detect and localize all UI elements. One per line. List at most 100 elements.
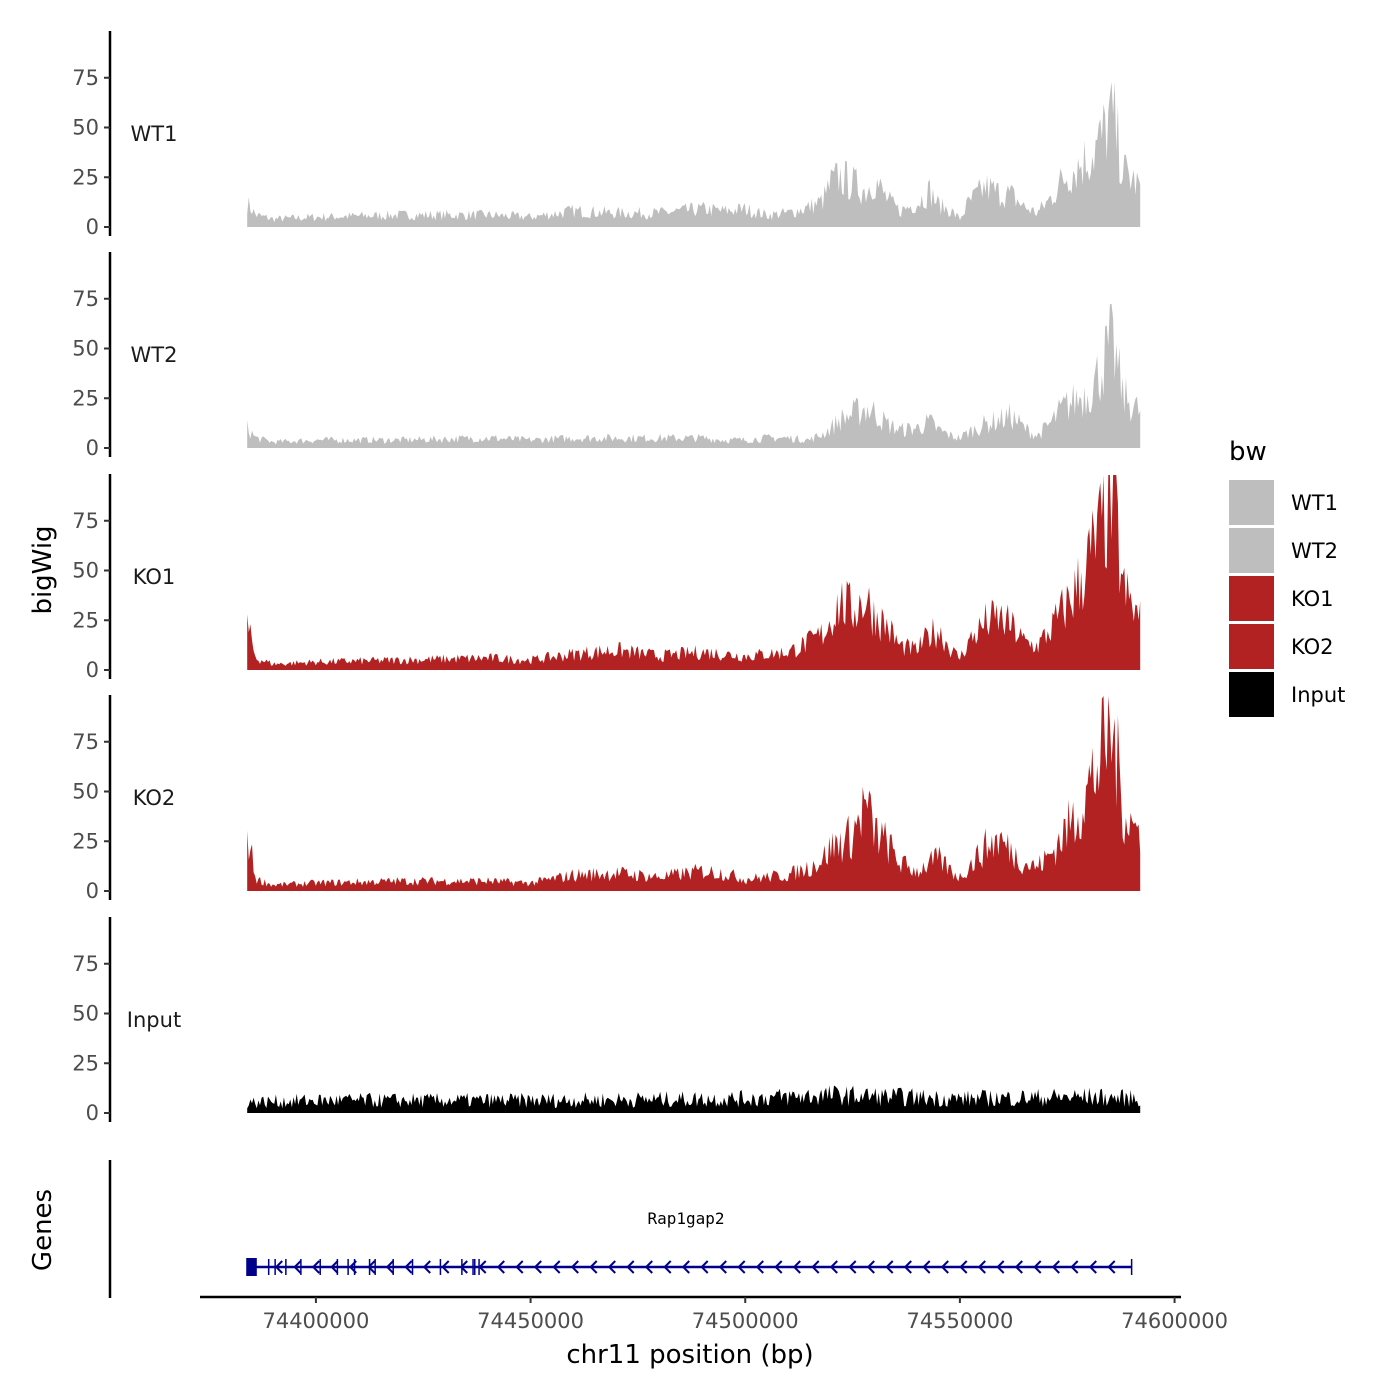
strand-arrow	[996, 1260, 1005, 1274]
gene-name-label: Rap1gap2	[647, 1209, 724, 1228]
strand-arrow	[293, 1260, 302, 1274]
legend-swatch-wt2	[1229, 528, 1274, 573]
panel-ko2: 0 25 50 75 KO2	[72, 695, 1141, 903]
x-tick-label: 74400000	[262, 1309, 369, 1333]
x-tick-label: 74450000	[477, 1309, 584, 1333]
strand-arrow	[903, 1260, 912, 1274]
strand-arrow	[367, 1260, 376, 1274]
y-tick-label: 50	[72, 559, 99, 583]
legend-swatch-ko2	[1229, 624, 1274, 669]
strand-arrow	[737, 1260, 746, 1274]
legend-label-input: Input	[1291, 683, 1345, 707]
y-tick-label: 0	[86, 658, 99, 682]
strand-arrow	[644, 1260, 653, 1274]
y-tick-label: 0	[86, 1101, 99, 1125]
strand-arrow	[496, 1260, 505, 1274]
strand-arrow	[1051, 1260, 1060, 1274]
strand-arrow	[570, 1260, 579, 1274]
area-wt2	[247, 303, 1141, 448]
strand-arrow	[792, 1260, 801, 1274]
track-label-ko2: KO2	[133, 786, 176, 810]
y-tick-label: 50	[72, 1002, 99, 1026]
y-tick-label: 75	[72, 509, 99, 533]
area-wt1	[247, 81, 1141, 227]
y-axis-title: bigWig	[28, 525, 58, 614]
genes-track: Rap1gap2	[108, 1160, 1133, 1298]
strand-arrow	[1033, 1260, 1042, 1274]
y-tick-label: 0	[86, 215, 99, 239]
x-tick-label: 74550000	[906, 1309, 1013, 1333]
legend-label-ko2: KO2	[1291, 635, 1334, 659]
genes-axis-title: Genes	[28, 1189, 58, 1271]
area-ko1	[247, 475, 1141, 670]
strand-arrow	[829, 1260, 838, 1274]
y-tick-label: 75	[72, 287, 99, 311]
x-axis: 74400000 74450000 74500000 74550000 74600000	[200, 1295, 1228, 1333]
strand-arrow	[848, 1260, 857, 1274]
y-tick-label: 75	[72, 952, 99, 976]
strand-arrow	[330, 1260, 339, 1274]
strand-arrow	[1070, 1260, 1079, 1274]
strand-arrow	[274, 1260, 283, 1274]
panel-ko1: 0 25 50 75 KO1	[72, 474, 1141, 682]
strand-arrow	[1107, 1260, 1116, 1274]
strand-arrow	[1014, 1260, 1023, 1274]
strand-arrow	[718, 1260, 727, 1274]
strand-arrow	[385, 1260, 394, 1274]
strand-arrow	[940, 1260, 949, 1274]
strand-arrow	[959, 1260, 968, 1274]
legend-swatch-ko1	[1229, 576, 1274, 621]
strand-arrow	[700, 1260, 709, 1274]
legend: bw WT1 WT2 KO1 KO2 Input	[1229, 437, 1345, 717]
strand-arrow	[626, 1260, 635, 1274]
track-label-wt2: WT2	[131, 343, 178, 367]
strand-arrow	[755, 1260, 764, 1274]
strand-arrow	[885, 1260, 894, 1274]
legend-title: bw	[1229, 437, 1267, 467]
legend-label-wt1: WT1	[1291, 491, 1338, 515]
strand-arrow	[441, 1260, 450, 1274]
y-tick-label: 50	[72, 337, 99, 361]
strand-arrow	[977, 1260, 986, 1274]
y-tick-label: 25	[72, 608, 99, 632]
y-tick-label: 0	[86, 436, 99, 460]
panel-wt2: 0 25 50 75 WT2	[72, 252, 1141, 460]
y-tick-label: 25	[72, 829, 99, 853]
legend-swatch-input	[1229, 672, 1274, 717]
track-label-ko1: KO1	[133, 565, 176, 589]
strand-arrow	[663, 1260, 672, 1274]
legend-swatch-wt1	[1229, 480, 1274, 525]
strand-arrow	[681, 1260, 690, 1274]
legend-label-ko1: KO1	[1291, 587, 1334, 611]
panel-input: 0 25 50 75 Input	[72, 917, 1141, 1125]
area-ko2	[247, 696, 1141, 891]
y-tick-label: 75	[72, 730, 99, 754]
y-tick-label: 50	[72, 116, 99, 140]
y-tick-label: 50	[72, 780, 99, 804]
y-tick-label: 25	[72, 165, 99, 189]
gene-exon-block	[246, 1258, 257, 1276]
x-tick-label: 74500000	[692, 1309, 799, 1333]
x-axis-title: chr11 position (bp)	[566, 1340, 813, 1370]
strand-arrow	[311, 1260, 320, 1274]
strand-arrow	[922, 1260, 931, 1274]
y-tick-label: 25	[72, 1051, 99, 1075]
legend-label-wt2: WT2	[1291, 539, 1338, 563]
strand-arrow	[1088, 1260, 1097, 1274]
y-tick-label: 75	[72, 66, 99, 90]
strand-arrow	[533, 1260, 542, 1274]
strand-arrow	[589, 1260, 598, 1274]
area-input	[247, 1085, 1141, 1113]
track-label-input: Input	[127, 1008, 181, 1032]
strand-arrow	[866, 1260, 875, 1274]
strand-arrow	[515, 1260, 524, 1274]
y-tick-label: 25	[72, 386, 99, 410]
signal-tracks: 0 25 50 75 WT1 0 25 50 75 WT2 0 25 50 75 KO1 0 25 50 75 KO2…	[72, 31, 1141, 1125]
panel-wt1: 0 25 50 75 WT1	[72, 31, 1141, 239]
strand-arrow	[404, 1260, 413, 1274]
strand-arrow	[607, 1260, 616, 1274]
strand-arrow	[774, 1260, 783, 1274]
strand-arrow	[552, 1260, 561, 1274]
track-label-wt1: WT1	[131, 122, 178, 146]
